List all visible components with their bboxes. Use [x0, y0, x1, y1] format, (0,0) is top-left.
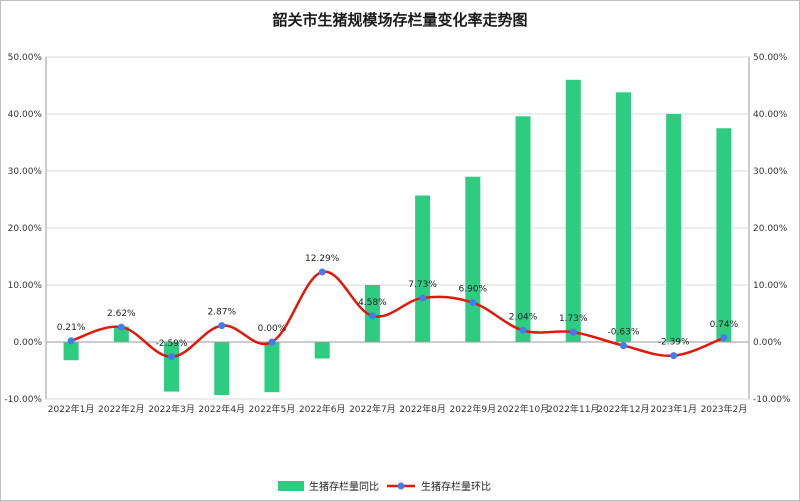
y-tick-label-right: -10.00%: [753, 395, 791, 405]
bar-yoy: [465, 176, 481, 342]
line-point-mom: [469, 299, 477, 307]
line-point-mom: [368, 312, 376, 320]
data-label-mom: -0.63%: [608, 328, 640, 338]
x-tick-label: 2022年7月: [349, 403, 396, 415]
bar-yoy: [615, 92, 631, 342]
y-tick-label-right: 30.00%: [753, 167, 788, 177]
bar-yoy: [515, 116, 531, 342]
bar-yoy: [716, 128, 732, 342]
y-tick-label-left: 10.00%: [8, 281, 43, 291]
line-point-mom: [268, 338, 276, 346]
data-label-mom: -2.39%: [658, 338, 690, 348]
bar-yoy: [314, 342, 330, 359]
legend-swatch-bar: [278, 481, 304, 491]
y-tick-label-right: 0.00%: [753, 338, 782, 348]
x-tick-label: 2022年3月: [148, 403, 195, 415]
x-tick-label: 2023年2月: [701, 403, 748, 415]
legend-swatch-marker: [397, 482, 405, 490]
x-tick-label: 2022年12月: [597, 403, 649, 415]
bar-yoy: [415, 195, 431, 342]
y-tick-label-right: 50.00%: [753, 53, 788, 63]
bar-yoy: [565, 79, 581, 343]
bar-yoy: [264, 342, 280, 393]
chart-title: 韶关市生猪规模场存栏量变化率走势图: [272, 11, 528, 29]
x-tick-label: 2022年2月: [98, 403, 145, 415]
data-label-mom: 4.58%: [358, 298, 387, 308]
bar-yoy: [666, 114, 682, 342]
line-point-mom: [569, 328, 577, 336]
data-label-mom: -2.59%: [156, 339, 188, 349]
data-label-mom: 2.87%: [207, 308, 236, 318]
data-label-mom: 7.73%: [408, 280, 437, 290]
x-tick-label: 2022年11月: [547, 403, 599, 415]
line-point-mom: [117, 323, 125, 331]
bar-yoy: [113, 326, 129, 342]
line-point-mom: [720, 334, 728, 342]
x-tick-label: 2022年10月: [497, 403, 549, 415]
y-tick-label-left: 50.00%: [8, 53, 43, 63]
y-tick-label-right: 10.00%: [753, 281, 788, 291]
y-tick-label-left: 0.00%: [13, 338, 42, 348]
x-tick-label: 2022年5月: [249, 403, 296, 415]
bar-yoy: [164, 342, 180, 392]
bar-yoy: [214, 342, 230, 396]
x-tick-label: 2022年8月: [399, 403, 446, 415]
data-label-mom: 2.04%: [509, 312, 538, 322]
data-label-mom: 12.29%: [305, 254, 340, 264]
y-tick-label-left: 40.00%: [8, 110, 43, 120]
legend-label-bar: 生猪存栏量同比: [309, 480, 379, 493]
bar-yoy: [63, 342, 79, 361]
y-tick-label-left: -10.00%: [4, 395, 42, 405]
x-tick-label: 2022年1月: [48, 403, 95, 415]
x-tick-label: 2022年4月: [198, 403, 245, 415]
y-tick-label-left: 30.00%: [8, 167, 43, 177]
y-tick-label-right: 40.00%: [753, 110, 788, 120]
data-label-mom: 2.62%: [107, 309, 136, 319]
line-point-mom: [67, 337, 75, 345]
y-tick-label-right: 20.00%: [753, 224, 788, 234]
line-point-mom: [519, 326, 527, 334]
data-label-mom: 1.73%: [559, 314, 588, 324]
data-label-mom: 0.00%: [258, 324, 287, 334]
line-point-mom: [419, 294, 427, 302]
line-point-mom: [168, 353, 176, 361]
data-label-mom: 0.74%: [710, 320, 739, 330]
line-point-mom: [670, 352, 678, 360]
data-label-mom: 6.90%: [459, 285, 488, 295]
y-tick-label-left: 20.00%: [8, 224, 43, 234]
x-tick-label: 2022年9月: [450, 403, 497, 415]
line-point-mom: [619, 342, 627, 350]
x-tick-label: 2023年1月: [650, 403, 697, 415]
legend-label-line: 生猪存栏量环比: [421, 480, 491, 493]
data-label-mom: 0.21%: [57, 323, 86, 333]
line-point-mom: [318, 268, 326, 276]
line-point-mom: [218, 322, 226, 330]
x-tick-label: 2022年6月: [299, 403, 346, 415]
